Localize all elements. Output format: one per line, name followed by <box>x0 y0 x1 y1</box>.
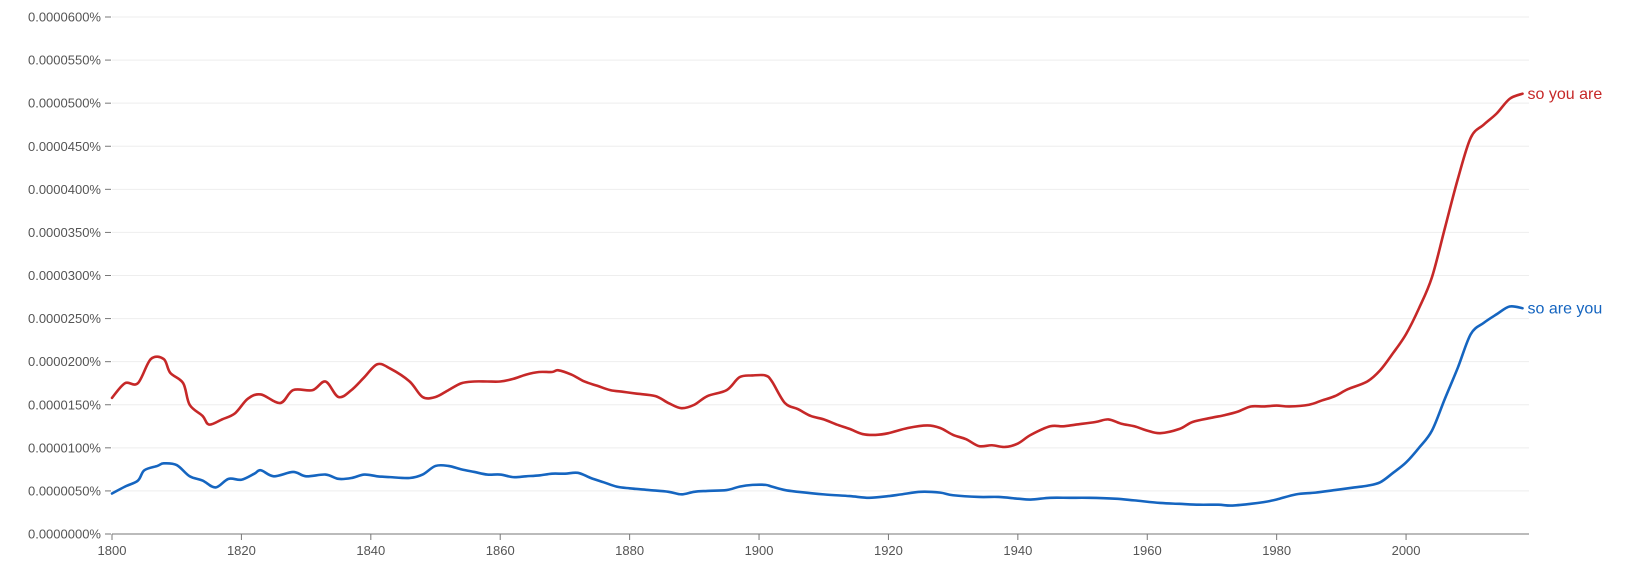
y-tick-label: 0.0000400% <box>28 182 101 197</box>
x-tick-label: 1800 <box>98 543 127 558</box>
series-label-so-are-you: so are you <box>1528 301 1603 318</box>
x-tick-label: 1900 <box>745 543 774 558</box>
series-lines <box>110 92 1524 507</box>
y-tick-label: 0.0000600% <box>28 10 101 25</box>
y-tick-label: 0.0000450% <box>28 139 101 154</box>
gridlines <box>112 16 1529 492</box>
x-tick-label: 1980 <box>1262 543 1291 558</box>
y-tick-label: 0.0000300% <box>28 268 101 283</box>
x-tick-label: 1820 <box>227 543 256 558</box>
y-tick-label: 0.0000550% <box>28 53 101 68</box>
y-tick-label: 0.0000500% <box>28 96 101 111</box>
x-tick-label: 1940 <box>1003 543 1032 558</box>
x-tick-label: 1840 <box>356 543 385 558</box>
x-tick-label: 1960 <box>1133 543 1162 558</box>
y-tick-label: 0.0000200% <box>28 354 101 369</box>
series-label-so-you-are: so you are <box>1528 86 1603 103</box>
x-tick-label: 1920 <box>874 543 903 558</box>
y-tick-label: 0.0000250% <box>28 311 101 326</box>
y-tick-label: 0.0000150% <box>28 397 101 412</box>
series-line-so-are-you <box>110 304 1524 507</box>
y-tick-label: 0.0000050% <box>28 483 101 498</box>
y-tick-label: 0.0000100% <box>28 440 101 455</box>
y-tick-label: 0.0000350% <box>28 225 101 240</box>
x-tick-label: 1880 <box>615 543 644 558</box>
y-tick-label: 0.0000000% <box>28 527 101 542</box>
x-tick-label: 1860 <box>486 543 515 558</box>
y-axis: 0.0000600% 0.0000550% 0.0000500% 0.0000450%… <box>28 10 111 542</box>
x-axis: 1800 1820 1840 1860 1880 1900 1920 1940 1960 1980… <box>98 533 1529 558</box>
series-line-so-you-are <box>110 92 1524 449</box>
series-labels: so you are so are you <box>1528 86 1603 318</box>
x-tick-label: 2000 <box>1392 543 1421 558</box>
